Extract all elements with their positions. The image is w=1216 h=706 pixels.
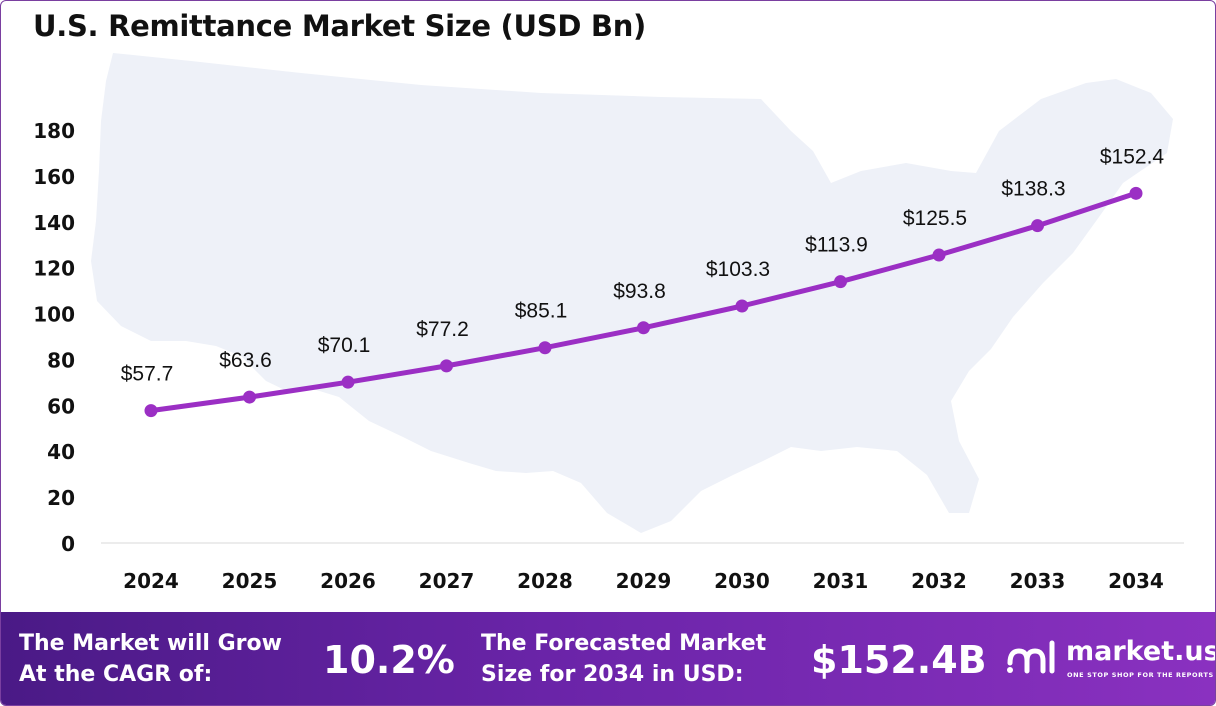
x-tick-label: 2027 <box>419 569 475 593</box>
data-label: $152.4 <box>1100 145 1165 168</box>
x-tick-label: 2025 <box>222 569 278 593</box>
y-tick-label: 0 <box>61 532 75 556</box>
data-label: $77.2 <box>416 318 469 341</box>
data-point <box>637 321 650 335</box>
footer-banner: The Market will Grow At the CAGR of: 10.… <box>1 612 1215 705</box>
data-point <box>1031 219 1044 233</box>
us-map-watermark <box>91 53 1173 533</box>
data-label: $57.7 <box>121 363 174 386</box>
data-point <box>144 404 158 418</box>
line-chart: 0 20 40 60 80 100 120 140 160 180 2024 2025 2026 202… <box>33 53 1184 593</box>
y-tick-label: 80 <box>47 348 75 372</box>
x-tick-label: 2030 <box>714 569 770 593</box>
y-tick-label: 60 <box>47 394 75 418</box>
data-label: $85.1 <box>515 300 568 323</box>
y-tick-label: 140 <box>33 211 75 235</box>
y-tick-label: 20 <box>47 486 75 510</box>
data-point <box>243 390 256 404</box>
forecast-label: The Forecasted Market Size for 2034 in U… <box>481 631 767 687</box>
logo-name: market.us <box>1066 636 1216 667</box>
data-label: $103.3 <box>706 258 770 281</box>
x-tick-label: 2028 <box>517 569 573 593</box>
data-point <box>538 341 552 355</box>
data-label: $113.9 <box>805 234 868 257</box>
y-tick-label: 120 <box>33 257 75 281</box>
data-point <box>341 375 355 389</box>
data-point <box>834 275 847 289</box>
x-tick-label: 2033 <box>1010 569 1066 593</box>
forecast-value: $152.4B <box>811 638 987 682</box>
data-label: $138.3 <box>1001 178 1065 201</box>
data-point <box>1129 186 1143 200</box>
cagr-label: The Market will Grow At the CAGR of: <box>19 631 282 687</box>
x-tick-label: 2032 <box>911 569 967 593</box>
y-tick-label: 180 <box>33 119 75 143</box>
data-point <box>440 359 453 373</box>
cagr-value: 10.2% <box>323 638 455 682</box>
data-label: $125.5 <box>903 207 967 230</box>
data-point <box>932 248 946 262</box>
y-tick-label: 100 <box>33 303 75 327</box>
x-tick-label: 2026 <box>320 569 376 593</box>
y-tick-label: 160 <box>33 165 75 189</box>
data-label: $70.1 <box>318 334 371 357</box>
x-tick-label: 2029 <box>616 569 672 593</box>
market-us-logo-icon <box>1007 640 1055 674</box>
chart-title: U.S. Remittance Market Size (USD Bn) <box>33 9 647 43</box>
logo-tagline: ONE STOP SHOP FOR THE REPORTS <box>1067 671 1214 679</box>
y-tick-label: 40 <box>47 440 75 464</box>
x-tick-label: 2031 <box>813 569 869 593</box>
x-tick-label: 2034 <box>1108 569 1164 593</box>
data-label: $93.8 <box>613 280 666 303</box>
x-tick-label: 2024 <box>123 569 179 593</box>
data-point <box>735 299 749 313</box>
data-label: $63.6 <box>219 349 272 372</box>
